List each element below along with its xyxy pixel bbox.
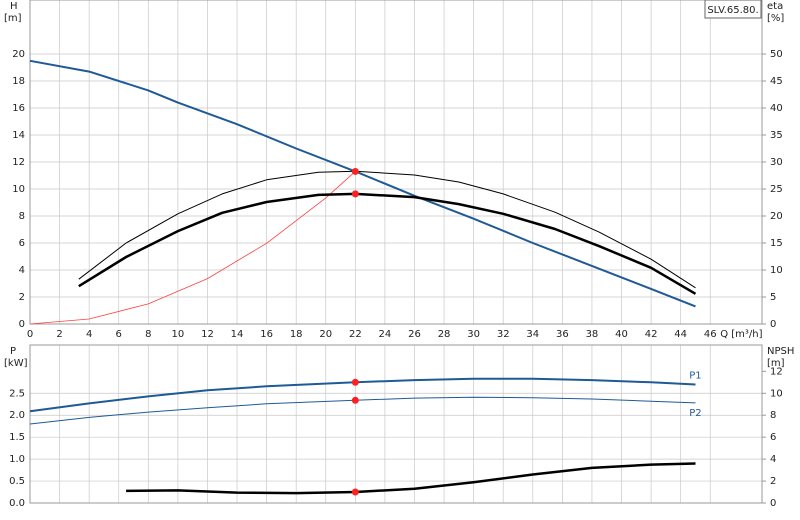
curve xyxy=(29,171,356,325)
y2-axis-label: eta xyxy=(767,1,783,12)
y2-axis-label: NPSH xyxy=(767,346,794,357)
y-tick-label: 14 xyxy=(12,130,25,141)
curve xyxy=(78,192,697,295)
y2-axis-unit: [m] xyxy=(767,358,785,369)
x-tick-label: 0 xyxy=(27,329,33,340)
y-tick-label: 0.0 xyxy=(9,498,25,509)
y2-tick-label: 45 xyxy=(770,76,783,87)
x-axis-label: Q [m³/h] xyxy=(720,329,762,340)
operating-point xyxy=(351,167,359,175)
x-tick-label: 42 xyxy=(645,329,658,340)
y2-tick-label: 5 xyxy=(770,292,776,303)
x-tick-label: 46 xyxy=(704,329,717,340)
x-tick-label: 30 xyxy=(467,329,480,340)
y-tick-label: 6 xyxy=(19,238,25,249)
y2-tick-label: 12 xyxy=(770,366,783,377)
y2-tick-label: 0 xyxy=(770,319,776,330)
x-tick-label: 22 xyxy=(349,329,362,340)
y2-tick-label: 35 xyxy=(770,130,783,141)
y-tick-label: 18 xyxy=(12,76,25,87)
y2-tick-label: 20 xyxy=(770,211,783,222)
x-tick-label: 20 xyxy=(319,329,332,340)
series-label: P2 xyxy=(689,408,701,419)
y-tick-label: 0.5 xyxy=(9,476,25,487)
curve xyxy=(29,377,696,413)
x-tick-label: 14 xyxy=(231,329,244,340)
y-tick-label: 16 xyxy=(12,103,25,114)
y-tick-label: 8 xyxy=(19,211,25,222)
y-tick-label: 1.5 xyxy=(9,432,25,443)
curve xyxy=(78,170,696,289)
x-tick-label: 16 xyxy=(260,329,273,340)
y-tick-label: 0 xyxy=(19,319,25,330)
operating-point xyxy=(351,396,359,404)
y-tick-label: 2.5 xyxy=(9,388,25,399)
x-tick-label: 2 xyxy=(56,329,62,340)
y2-tick-label: 10 xyxy=(770,265,783,276)
x-tick-label: 36 xyxy=(556,329,569,340)
x-tick-label: 4 xyxy=(86,329,92,340)
y-axis-label: P xyxy=(10,346,16,357)
y2-tick-label: 0 xyxy=(770,498,776,509)
y2-tick-label: 50 xyxy=(770,49,783,60)
y2-tick-label: 2 xyxy=(770,476,776,487)
series-label: P1 xyxy=(689,371,701,382)
x-tick-label: 40 xyxy=(615,329,628,340)
x-tick-label: 38 xyxy=(586,329,599,340)
y2-tick-label: 10 xyxy=(770,388,783,399)
x-tick-label: 8 xyxy=(145,329,151,340)
x-tick-label: 10 xyxy=(172,329,185,340)
y-tick-label: 10 xyxy=(12,184,25,195)
y-axis-unit: [m] xyxy=(4,13,22,24)
curve xyxy=(29,396,696,425)
curve xyxy=(126,462,696,495)
x-tick-label: 18 xyxy=(290,329,303,340)
x-tick-label: 44 xyxy=(674,329,687,340)
x-tick-label: 6 xyxy=(116,329,122,340)
chart-title: SLV.65.80. xyxy=(707,5,758,16)
plot-frame xyxy=(29,0,763,325)
x-tick-label: 26 xyxy=(408,329,421,340)
y-tick-label: 20 xyxy=(12,49,25,60)
x-tick-label: 12 xyxy=(201,329,214,340)
y2-tick-label: 25 xyxy=(770,184,783,195)
y-axis-label: H xyxy=(10,1,18,12)
y-tick-label: 1.0 xyxy=(9,454,25,465)
y2-axis-unit: [%] xyxy=(767,13,784,24)
y-tick-label: 4 xyxy=(19,265,25,276)
title-box xyxy=(704,0,762,19)
x-tick-label: 34 xyxy=(526,329,539,340)
y-tick-label: 2 xyxy=(19,292,25,303)
y2-tick-label: 6 xyxy=(770,432,776,443)
y-tick-label: 2.0 xyxy=(9,410,25,421)
operating-point xyxy=(351,190,359,198)
x-tick-label: 32 xyxy=(497,329,510,340)
operating-point xyxy=(351,378,359,386)
y2-tick-label: 30 xyxy=(770,157,783,168)
y2-tick-label: 4 xyxy=(770,454,776,465)
operating-point xyxy=(351,488,359,496)
y2-tick-label: 15 xyxy=(770,238,783,249)
y2-tick-label: 40 xyxy=(770,103,783,114)
y-tick-label: 12 xyxy=(12,157,25,168)
y2-tick-label: 8 xyxy=(770,410,776,421)
x-tick-label: 28 xyxy=(438,329,451,340)
y-axis-unit: [kW] xyxy=(4,358,28,369)
x-tick-label: 24 xyxy=(379,329,392,340)
